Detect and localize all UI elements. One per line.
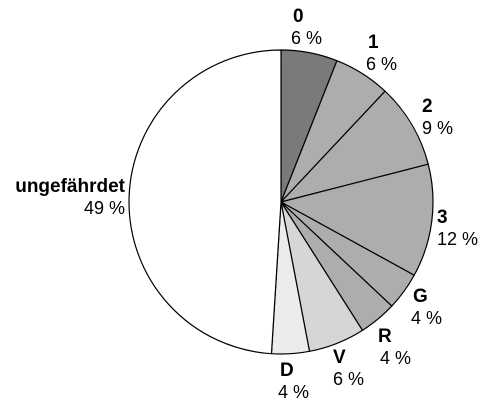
slice-value-g: 4 % [411, 308, 442, 328]
slice-label-0: 0 [293, 6, 304, 27]
slice-label-1: 1 [368, 32, 379, 53]
pie-slices [128, 49, 434, 355]
slice-label-v: V [333, 347, 346, 368]
slice-value-2: 9 % [422, 118, 453, 138]
slice-value-ungefaehrdet: 49 % [84, 198, 125, 218]
slice-value-r: 4 % [380, 348, 411, 368]
slice-value-3: 12 % [437, 229, 478, 249]
slice-label-2: 2 [422, 96, 433, 117]
slice-value-0: 6 % [291, 28, 322, 48]
slice-value-1: 6 % [366, 54, 397, 74]
pie-slice-2 [279, 90, 429, 204]
pie-slice-ungefaehrdet [128, 49, 282, 355]
slice-value-d: 4 % [278, 382, 309, 402]
slice-label-ungefaehrdet: ungefährdet [15, 176, 125, 197]
pie-slice-3 [279, 163, 434, 277]
pie-labels: 06 % 16 %29 %312 %G4 %R4 %V6 %D4 %ungefäh… [15, 6, 478, 402]
slice-label-d: D [280, 360, 294, 381]
slice-label-g: G [413, 286, 428, 307]
slice-label-3: 3 [437, 207, 448, 228]
slice-label-r: R [378, 326, 392, 347]
slice-value-v: 6 % [333, 369, 364, 389]
